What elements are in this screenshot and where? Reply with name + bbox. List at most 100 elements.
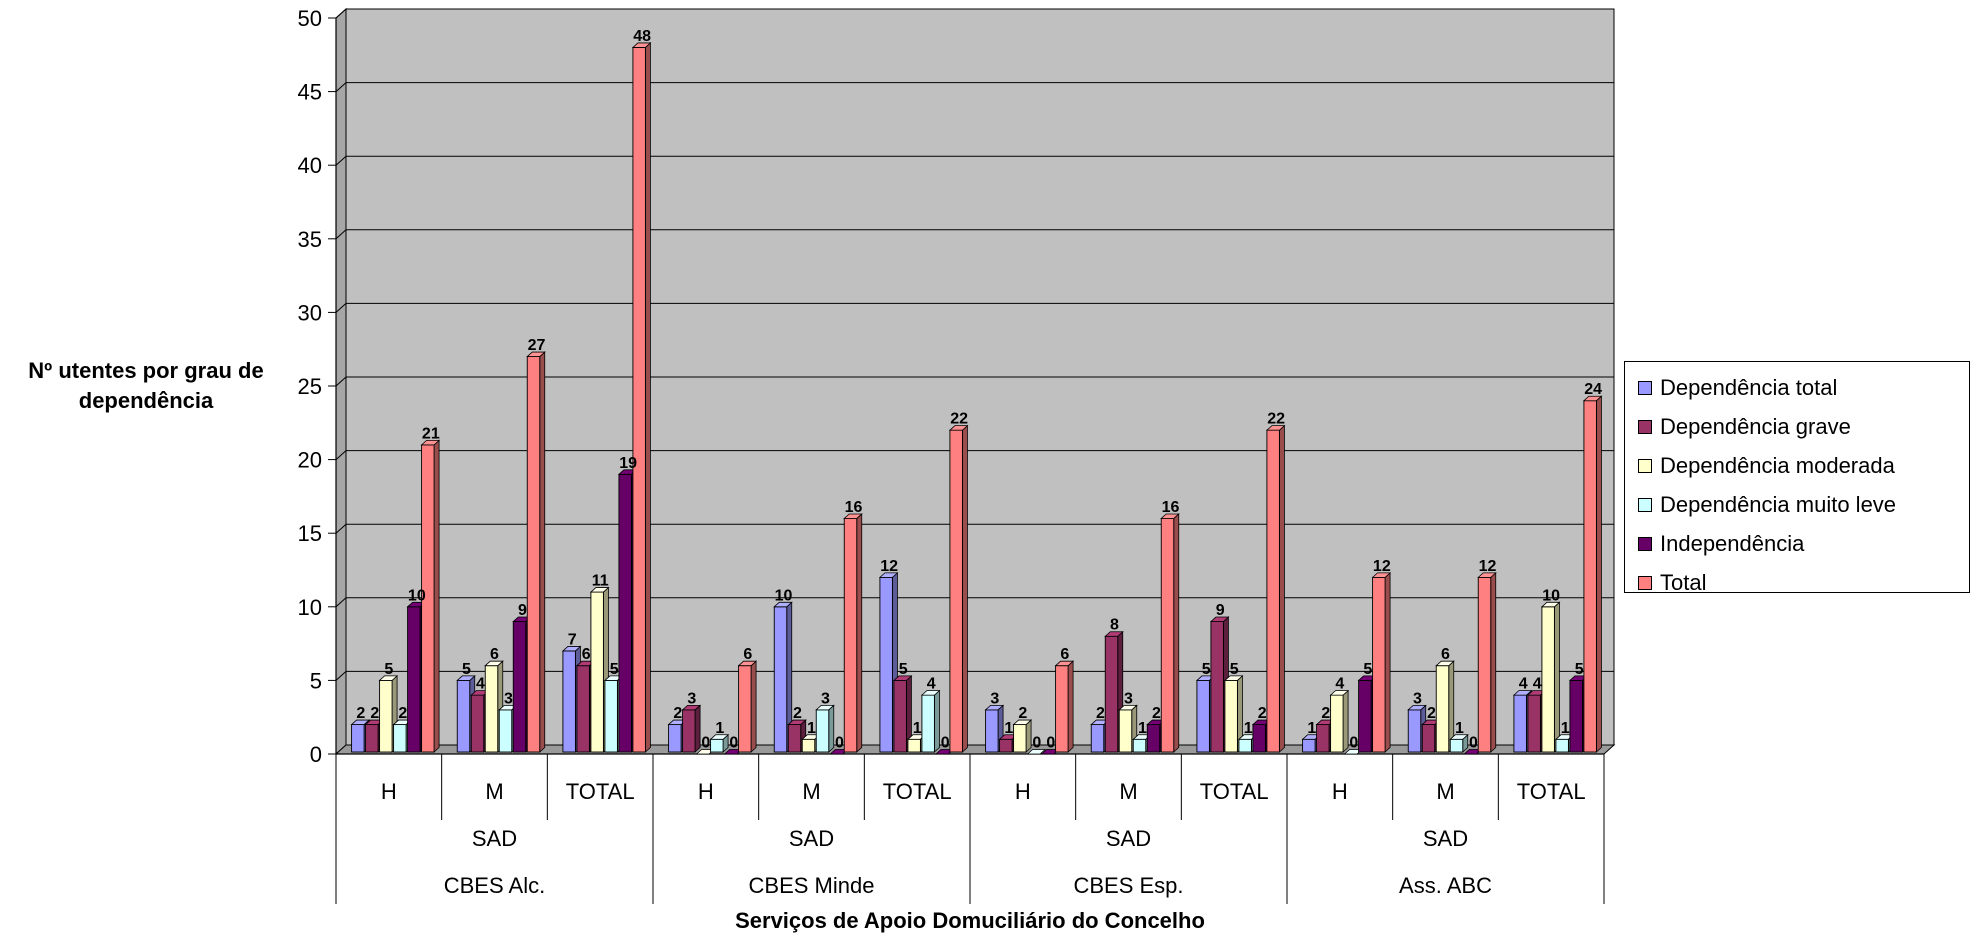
bar (498, 709, 513, 753)
data-label: 5 (384, 661, 393, 678)
data-label: 6 (1441, 646, 1450, 663)
bar-side (934, 689, 940, 753)
bar (1013, 724, 1027, 753)
y-tick-label: 45 (298, 80, 322, 105)
bar-side (1342, 689, 1349, 753)
institution-label: CBES Esp. (1073, 873, 1183, 898)
data-label: 2 (1427, 705, 1436, 722)
category-label: TOTAL (883, 779, 952, 804)
bar-top (1435, 660, 1455, 667)
bar (738, 665, 752, 753)
data-label: 5 (610, 661, 619, 678)
bar (1527, 694, 1541, 753)
bar (1372, 576, 1386, 753)
legend-label: Dependência muito leve (1660, 491, 1897, 517)
bar-top (378, 675, 399, 681)
data-label: 0 (729, 735, 738, 752)
bar (949, 429, 963, 753)
bar (470, 694, 485, 753)
data-label: 0 (1046, 735, 1055, 752)
bar-top (1449, 734, 1469, 740)
bar (576, 665, 590, 753)
bar (1118, 709, 1133, 753)
bar (379, 679, 393, 753)
data-label: 2 (1096, 705, 1105, 722)
bar (1224, 679, 1238, 753)
data-label: 1 (1004, 720, 1013, 737)
bar-top (589, 587, 610, 593)
data-label: 3 (821, 690, 830, 707)
category-label: TOTAL (566, 779, 635, 804)
data-label: 2 (1018, 705, 1027, 722)
category-label: M (485, 779, 503, 804)
gridline (335, 229, 1614, 240)
bar-side (1279, 424, 1285, 753)
bar (618, 473, 632, 753)
data-label: 1 (1138, 720, 1147, 737)
data-label: 5 (1230, 661, 1239, 678)
bar (1146, 724, 1161, 753)
bar-top (681, 704, 702, 711)
legend-swatch (1638, 380, 1652, 395)
legend-item: Independência (1625, 524, 1969, 563)
bar (1266, 429, 1280, 753)
bar-side (1490, 571, 1497, 753)
gridline (335, 523, 1614, 534)
bar-top (1512, 690, 1533, 696)
data-label: 5 (1202, 661, 1211, 678)
data-label: 16 (1162, 499, 1180, 516)
bar-top (1477, 572, 1497, 578)
data-label: 6 (582, 646, 591, 663)
legend-swatch (1638, 419, 1652, 434)
bar-side (1384, 571, 1391, 753)
category-label: M (1436, 779, 1454, 804)
bar (1555, 738, 1569, 753)
data-label: 1 (715, 720, 724, 737)
bar (1407, 709, 1422, 753)
category-label: TOTAL (1517, 779, 1586, 804)
bar-top (773, 601, 793, 608)
gridline (335, 597, 1614, 608)
data-label: 5 (462, 661, 471, 678)
legend-label: Dependência moderada (1660, 452, 1895, 478)
data-label: 11 (592, 573, 609, 590)
bar (787, 724, 802, 753)
y-tick-label: 30 (298, 300, 322, 325)
bar (893, 679, 907, 753)
bar (1330, 694, 1344, 753)
legend-label: Dependência grave (1660, 413, 1851, 439)
data-label: 27 (528, 337, 546, 354)
legend-label: Independência (1660, 530, 1805, 556)
service-label: SAD (789, 826, 834, 851)
bar-top (420, 439, 441, 446)
bar-top (787, 719, 807, 725)
y-tick-label: 20 (298, 448, 322, 473)
bar (1316, 724, 1330, 753)
gridline (335, 376, 1614, 387)
bar-top (1160, 513, 1180, 519)
data-label: 12 (1479, 558, 1497, 575)
bar-top (1407, 704, 1427, 711)
data-label: 24 (1584, 381, 1602, 398)
bar (351, 724, 365, 753)
data-label: 0 (701, 735, 710, 752)
data-label: 2 (1152, 705, 1161, 722)
data-label: 9 (1216, 602, 1225, 619)
bar (773, 606, 788, 753)
data-label: 7 (568, 631, 577, 648)
x-axis-title: Serviços de Apoio Domuciliário do Concel… (735, 908, 1205, 933)
bar (907, 738, 921, 753)
legend-label: Total (1660, 569, 1707, 595)
data-label: 5 (899, 661, 908, 678)
bar (668, 724, 682, 753)
bar-side (1025, 719, 1032, 753)
y-tick-label: 5 (310, 668, 322, 693)
bar-top (1582, 395, 1603, 402)
bar (484, 665, 499, 753)
data-label: 2 (1258, 705, 1267, 722)
data-label: 5 (1575, 661, 1584, 678)
data-label: 19 (619, 455, 637, 472)
category-label: H (381, 779, 397, 804)
bar (1196, 679, 1210, 753)
